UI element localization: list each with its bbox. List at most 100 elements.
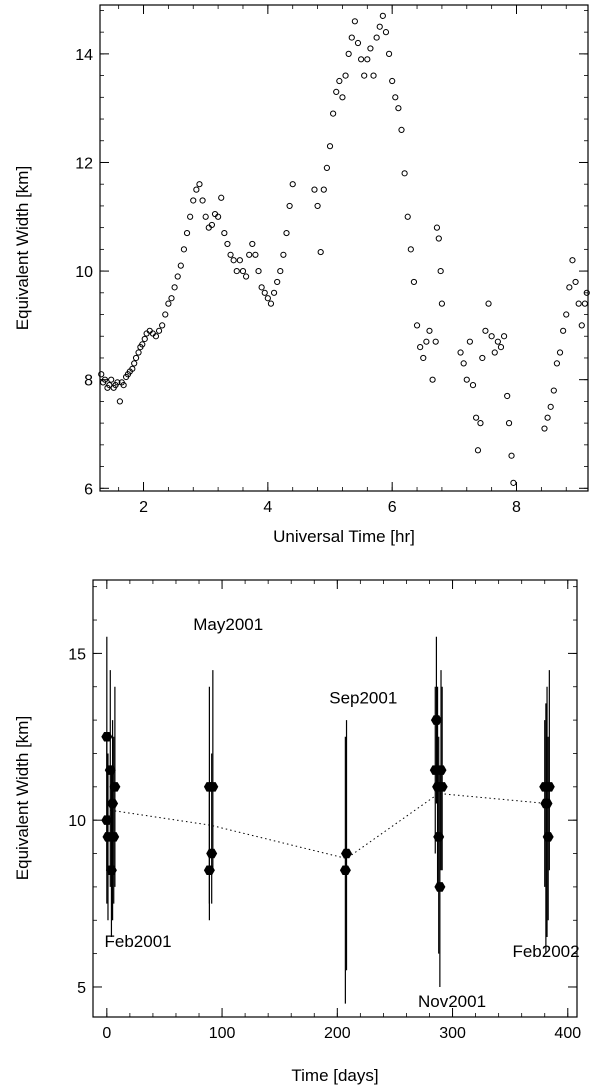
scatter-point [280,251,287,258]
scatter-point [469,382,477,389]
scatter-point [141,335,148,343]
scatter-point [339,94,346,101]
scatter-point [202,213,209,220]
scatter-point [575,300,582,307]
scatter-point [398,126,405,133]
scatter-point [116,398,123,405]
scatter-point [357,56,365,63]
scatter-point [395,105,402,112]
scatter-point [354,39,362,47]
data-point [207,782,219,792]
scatter-point [373,34,380,41]
scatter-point [433,224,441,231]
scatter-point [581,300,588,307]
scatter-point [227,251,234,258]
bottom-annotations: Feb2001 May2001 Sep2001 Nov2001 Feb2002 [105,615,580,1011]
data-point [436,782,448,792]
scatter-point [162,311,169,318]
data-point [101,732,113,742]
scatter-point [286,202,293,210]
scatter-point [482,327,489,334]
data-point [543,782,555,792]
scatter-point [242,273,250,280]
top-y-tick-label: 14 [75,47,93,64]
scatter-point [236,257,243,264]
scatter-point [283,229,290,237]
scatter-point [129,365,136,372]
scatter-point [556,349,564,356]
annotation-label: Sep2001 [329,688,397,707]
scatter-point [215,213,222,220]
scatter-point [376,23,383,30]
scatter-point [563,311,570,318]
scatter-point [249,240,256,248]
scatter-point [417,344,424,351]
scatter-point [174,273,181,280]
data-point [203,865,215,875]
top-y-tick-label: 10 [75,264,93,281]
scatter-point [221,229,228,237]
scatter-point [208,221,215,229]
scatter-point [544,414,551,421]
scatter-point [488,333,495,340]
scatter-point [485,300,492,307]
scatter-point [317,248,324,256]
top-y-tick-label: 6 [84,481,93,498]
scatter-point [252,251,259,258]
scatter-point [132,354,140,362]
scatter-point [410,278,418,286]
scatter-point [152,333,160,340]
scatter-point [438,300,446,307]
scatter-point [239,267,247,275]
bottom-x-axis-label: Time [days] [291,1066,378,1085]
scatter-point [457,349,464,356]
top-x-axis-label: Universal Time [hr] [273,527,415,546]
scatter-point [504,392,511,400]
bottom-x-tick-label: 100 [209,1025,236,1042]
data-point [435,765,447,775]
scatter-point [572,278,579,286]
data-point [541,798,553,809]
scatter-point [159,322,166,329]
scatter-point [333,88,340,95]
bottom-plot-frame [92,579,578,1018]
scatter-point [165,300,172,307]
scatter-point [139,341,146,348]
scatter-point [432,338,439,345]
scatter-point [224,240,231,248]
scatter-point [385,50,393,57]
scatter-point [193,186,200,193]
annotation-label: Nov2001 [418,992,486,1011]
bottom-y-tick-label: 10 [68,813,86,830]
bottom-y-tick-label: 5 [77,980,86,997]
scatter-point [429,376,436,383]
annotation-label: Feb2002 [512,942,579,961]
scatter-point [466,338,473,345]
scatter-point [277,267,284,275]
top-scatter-points [98,12,590,486]
scatter-point [168,295,175,302]
bottom-x-tick-label: 200 [324,1025,351,1042]
data-point [104,765,116,775]
scatter-point [108,376,115,383]
scatter-point [311,186,318,193]
scatter-point [553,360,561,367]
annotation-label: May2001 [193,615,263,634]
data-point [108,832,120,842]
scatter-point [392,94,399,101]
top-x-tick-label: 4 [263,499,272,516]
top-y-axis-label: Equivalent Width [km] [13,166,32,330]
scatter-point [264,295,271,302]
scatter-point [314,202,321,210]
data-point [433,832,445,842]
top-ticks: 2 4 6 8 6 8 10 12 14 [75,5,588,516]
scatter-point [270,289,278,296]
scatter-point [460,360,467,367]
scatter-point [187,213,194,220]
data-point [101,815,113,825]
bottom-ticks: 0 100 200 300 400 5 10 15 [68,580,581,1042]
scatter-point [255,267,262,275]
scatter-point [135,349,142,356]
data-point [341,848,352,859]
scatter-point [323,164,331,172]
